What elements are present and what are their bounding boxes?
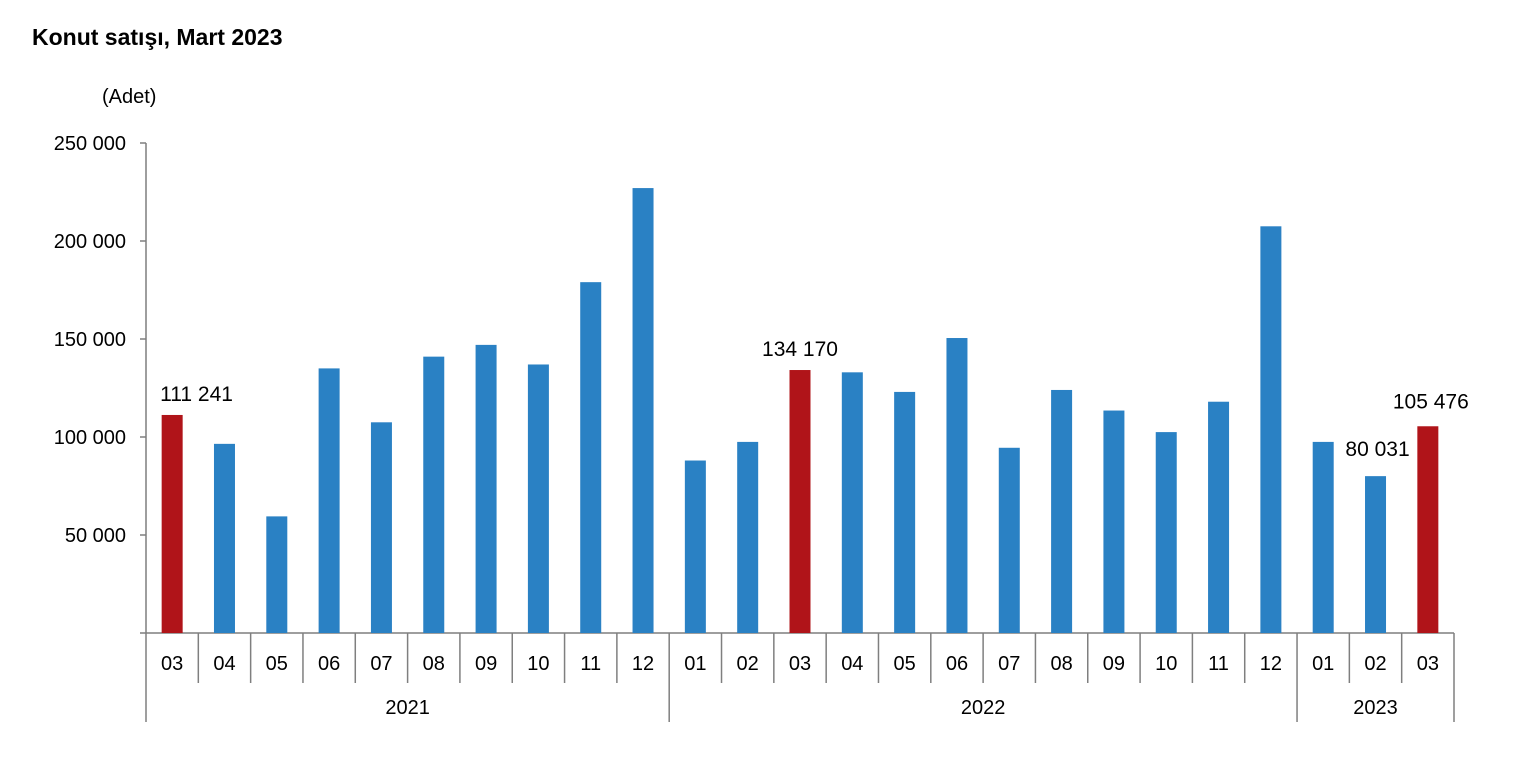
y-tick-label: 150 000 [54,329,126,351]
y-tick-label: 50 000 [65,525,126,547]
bar [789,370,811,633]
bar [894,391,916,633]
bar [423,356,445,633]
x-tick-label: 11 [580,653,601,675]
bar [737,441,759,633]
bar [475,344,497,633]
y-axis-unit-label: (Adet) [102,86,157,108]
bar [1365,476,1387,633]
bar [1103,410,1125,633]
x-tick-label: 08 [423,653,445,675]
bar [1417,426,1439,633]
bar [1051,389,1073,633]
bar [527,364,549,633]
year-label: 2022 [961,697,1006,719]
x-tick-label: 07 [370,653,392,675]
bar [946,338,968,633]
x-tick-label: 04 [841,653,863,675]
bar [213,443,235,633]
x-tick-label: 10 [1155,653,1177,675]
x-tick-label: 04 [213,653,235,675]
x-tick-label: 01 [1312,653,1334,675]
bar [998,447,1020,633]
bar [1260,226,1282,634]
x-tick-label: 08 [1050,653,1072,675]
x-tick-label: 06 [318,653,340,675]
x-tick-label: 10 [527,653,549,675]
bar [580,282,602,633]
bar [1208,401,1230,633]
x-tick-label: 09 [1103,653,1125,675]
x-tick-label: 06 [946,653,968,675]
x-tick-label: 02 [1364,653,1386,675]
data-label: 111 241 [160,383,233,406]
x-tick-label: 01 [684,653,706,675]
bar [632,188,654,633]
x-tick-label: 12 [632,653,654,675]
year-label: 2021 [385,697,430,719]
x-tick-label: 05 [266,653,288,675]
bar [684,460,706,633]
x-tick-label: 03 [1417,653,1439,675]
bar [161,414,183,633]
x-tick-label: 09 [475,653,497,675]
x-tick-label: 05 [894,653,916,675]
bar [318,368,340,633]
bar [1155,432,1177,633]
data-label: 134 170 [762,338,838,361]
data-label: 105 476 [1393,390,1469,413]
year-label: 2023 [1353,697,1398,719]
bar [1312,441,1334,633]
bar [370,422,392,633]
bar [266,516,288,633]
chart-title: Konut satışı, Mart 2023 [32,24,283,50]
x-tick-label: 03 [161,653,183,675]
bar [841,372,863,633]
data-label: 80 031 [1345,438,1409,461]
y-tick-label: 250 000 [54,133,126,155]
y-tick-label: 200 000 [54,231,126,253]
x-tick-label: 03 [789,653,811,675]
x-tick-label: 02 [737,653,759,675]
y-tick-label: 100 000 [54,427,126,449]
x-tick-label: 11 [1208,653,1229,675]
x-tick-label: 12 [1260,653,1282,675]
x-tick-label: 07 [998,653,1020,675]
